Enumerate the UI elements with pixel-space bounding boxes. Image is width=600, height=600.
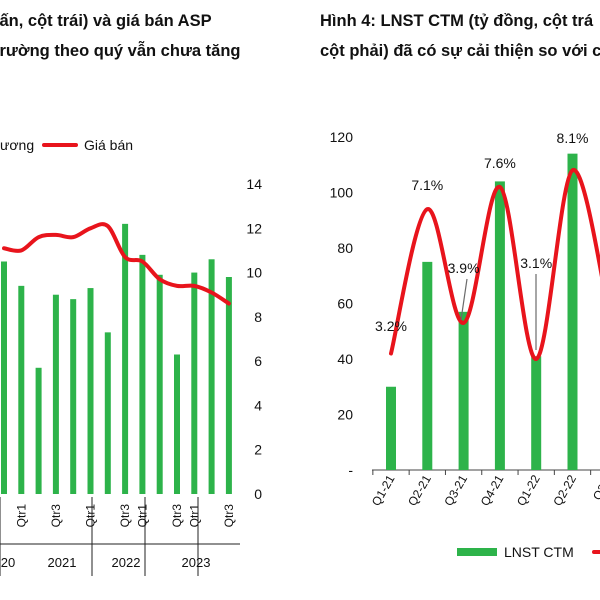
right-bar bbox=[458, 311, 469, 470]
right-title-line2: cột phải) đã có sự cải thiện so với c bbox=[320, 42, 600, 60]
right-bar bbox=[422, 261, 433, 470]
left-title-line1: tấn, cột trái) và giá bán ASP bbox=[0, 12, 212, 30]
right-x-label: Q1-21 bbox=[369, 472, 398, 508]
left-year-label: 2022 bbox=[112, 555, 141, 570]
right-data-label: 8.1% bbox=[557, 130, 589, 146]
right-data-label: 3.9% bbox=[448, 260, 480, 276]
right-x-label: Q1-22 bbox=[514, 472, 543, 508]
left-quarter-label: Qtr1 bbox=[187, 504, 201, 528]
right-y-tick: 80 bbox=[337, 240, 353, 256]
right-y-tick: 20 bbox=[337, 407, 353, 423]
left-quarter-label: Qtr1 bbox=[135, 504, 149, 528]
left-bar bbox=[18, 285, 25, 494]
left-year-label: 20 bbox=[1, 555, 15, 570]
left-price-line bbox=[2, 222, 231, 306]
right-bar bbox=[494, 181, 505, 470]
left-bar bbox=[174, 354, 180, 494]
right-x-label: Q4-21 bbox=[478, 472, 507, 508]
right-x-label: Q3-2 bbox=[590, 472, 600, 502]
left-y-tick: 14 bbox=[246, 176, 262, 192]
right-annotation-line bbox=[460, 278, 468, 321]
right-bar bbox=[386, 386, 396, 470]
right-bar bbox=[531, 356, 542, 470]
right-data-label: 7.6% bbox=[484, 155, 516, 171]
left-quarter-label: Qtr1 bbox=[14, 504, 28, 528]
left-bar bbox=[208, 259, 215, 494]
right-bar bbox=[567, 153, 578, 470]
left-quarter-label: Qtr3 bbox=[170, 504, 184, 528]
right-legend-bar-swatch bbox=[457, 548, 497, 556]
right-y-tick: - bbox=[348, 462, 353, 478]
left-y-tick: 0 bbox=[254, 486, 262, 502]
left-bar bbox=[1, 261, 7, 494]
left-bar bbox=[104, 332, 111, 494]
left-legend-label-price: Giá bán bbox=[84, 137, 133, 153]
left-bar bbox=[139, 254, 146, 494]
right-y-tick: 40 bbox=[337, 351, 353, 367]
left-y-tick: 6 bbox=[254, 353, 262, 369]
left-quarter-label: Qtr3 bbox=[118, 504, 132, 528]
left-quarter-label: Qtr3 bbox=[222, 504, 236, 528]
left-y-tick: 2 bbox=[254, 442, 262, 458]
right-data-label: 3.1% bbox=[520, 255, 552, 271]
right-legend-label: LNST CTM bbox=[504, 544, 574, 560]
left-bar bbox=[87, 288, 94, 494]
left-y-tick: 8 bbox=[254, 309, 262, 325]
left-y-tick: 12 bbox=[246, 220, 262, 236]
left-bar bbox=[156, 274, 163, 494]
left-y-tick: 10 bbox=[246, 265, 262, 281]
right-y-tick: 60 bbox=[337, 296, 353, 312]
right-margin-line bbox=[389, 168, 600, 362]
right-title-line1: Hình 4: LNST CTM (tỷ đồng, cột trá bbox=[320, 12, 594, 30]
left-bar bbox=[52, 294, 59, 494]
left-title-line2: trường theo quý vẫn chưa tăng bbox=[0, 42, 241, 60]
left-bar bbox=[225, 277, 232, 494]
left-bar bbox=[35, 367, 42, 494]
right-x-label: Q2-22 bbox=[550, 472, 579, 508]
left-year-label: 2023 bbox=[182, 555, 211, 570]
left-legend-label-volume: ương bbox=[0, 137, 34, 153]
left-year-label: 2021 bbox=[48, 555, 77, 570]
left-quarter-label: Qtr1 bbox=[84, 504, 98, 528]
right-data-label: 7.1% bbox=[411, 177, 443, 193]
right-y-tick: 100 bbox=[330, 185, 354, 201]
left-bar bbox=[70, 299, 77, 494]
left-quarter-label: Qtr3 bbox=[49, 504, 63, 528]
right-x-label: Q3-21 bbox=[441, 472, 470, 508]
right-x-label: Q2-21 bbox=[405, 472, 434, 508]
left-bar bbox=[191, 272, 198, 494]
right-y-tick: 120 bbox=[330, 129, 354, 145]
left-bar bbox=[122, 223, 129, 494]
left-y-tick: 4 bbox=[254, 397, 262, 413]
right-data-label: 3.2% bbox=[375, 318, 407, 334]
